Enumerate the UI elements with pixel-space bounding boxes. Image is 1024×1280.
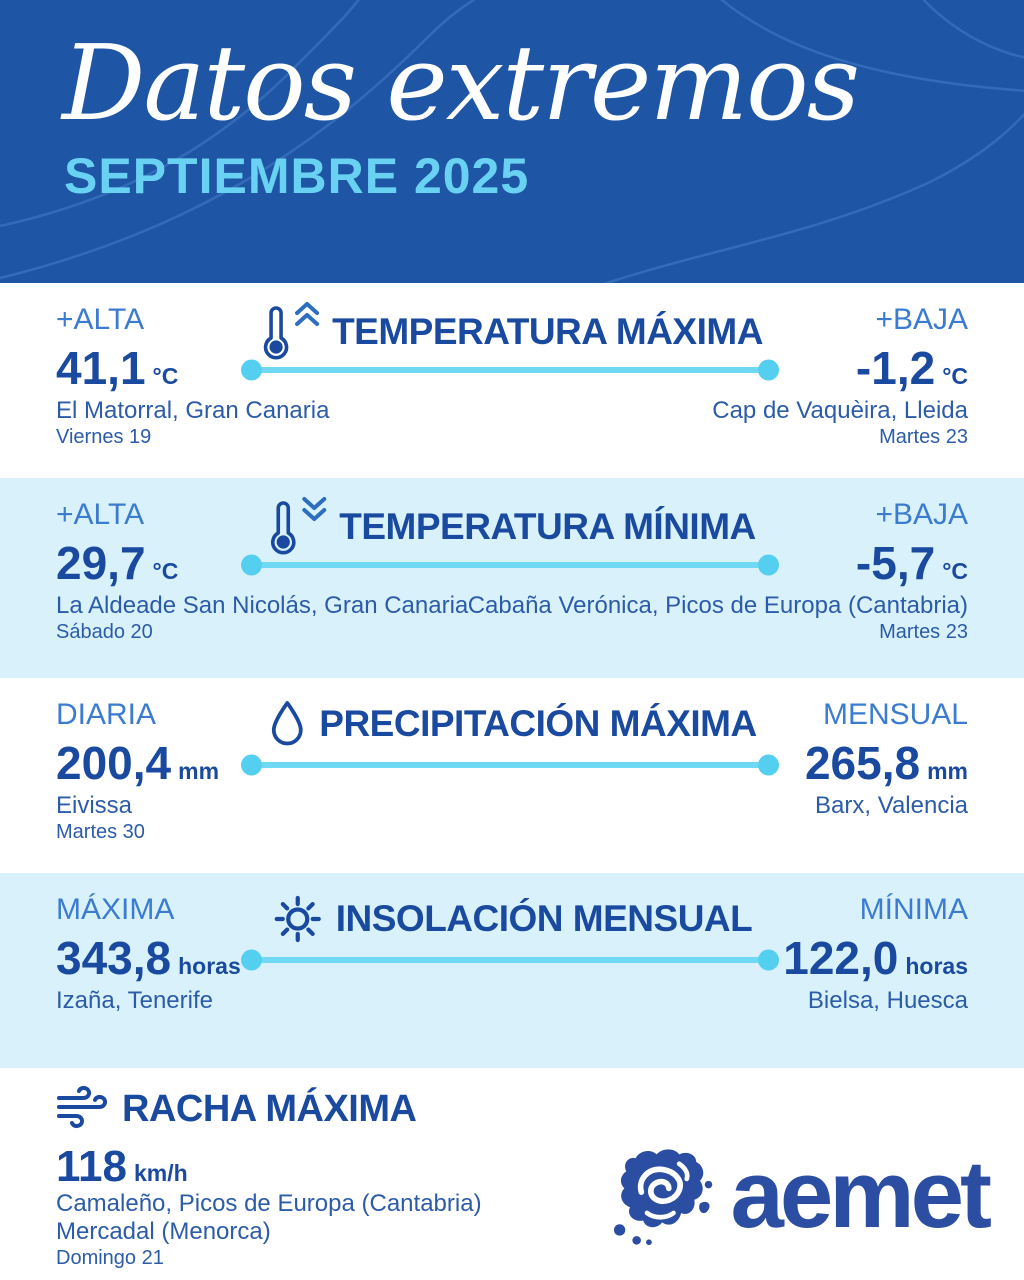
stat-date: Martes 23 xyxy=(879,621,968,643)
stat-location: La Aldeade San Nicolás, Gran Canaria xyxy=(56,592,469,619)
stat-unit: mm xyxy=(927,758,968,784)
stat-location: Mercadal (Menorca) xyxy=(56,1218,271,1245)
section-insolacion-mensual: INSOLACIÓN MENSUAL MÁXIMA 343,8 horas Iza… xyxy=(0,873,1024,1068)
stat-location: Cap de Vaquèira, Lleida xyxy=(712,397,968,424)
stat-value: 118 km/h xyxy=(56,1142,188,1191)
stat-label: MÍNIMA xyxy=(859,893,968,926)
chevron-down-icon xyxy=(302,497,327,521)
header: Datos extremos SEPTIEMBRE 2025 xyxy=(0,0,1024,283)
section-title: TEMPERATURA MÍNIMA xyxy=(339,506,756,547)
stat-unit: °C xyxy=(942,363,968,389)
stat-value: 41,1 °C xyxy=(56,342,179,394)
aemet-logo: aemet xyxy=(613,1140,992,1250)
stat-value: 200,4 mm xyxy=(56,737,220,789)
aemet-wordmark: aemet xyxy=(730,1140,992,1248)
section-title: TEMPERATURA MÁXIMA xyxy=(332,311,763,352)
stat-label: +BAJA xyxy=(875,303,968,336)
stat-unit: °C xyxy=(152,363,179,389)
stat-unit: horas xyxy=(905,953,968,979)
stat-left-place: Izaña, Tenerife xyxy=(56,987,213,1015)
stat-unit: km/h xyxy=(133,1160,188,1186)
stat-left: DIARIA 200,4 mm xyxy=(56,698,219,790)
stat-label: +ALTA xyxy=(56,498,145,531)
stat-date: Martes 30 xyxy=(56,821,145,843)
sun-icon xyxy=(272,893,324,945)
stat-left: +ALTA 29,7 °C xyxy=(56,498,178,590)
stat-date: Martes 23 xyxy=(879,426,968,448)
stat-unit: horas xyxy=(178,953,241,979)
stat-value: 343,8 horas xyxy=(56,932,241,984)
stat-right-place: Cabaña Verónica, Picos de Europa (Cantab… xyxy=(468,592,968,644)
stat-unit: mm xyxy=(178,758,220,784)
stat-right-place: Bielsa, Huesca xyxy=(808,987,968,1015)
stat-left-place: La Aldeade San Nicolás, Gran Canaria Sáb… xyxy=(56,592,468,644)
stat-value: 122,0 horas xyxy=(783,932,968,984)
stat-location: Camaleño, Picos de Europa (Cantabria) xyxy=(56,1190,482,1217)
connector-line xyxy=(250,367,770,373)
row-head: PRECIPITACIÓN MÁXIMA xyxy=(267,698,757,750)
stat-right: MÍNIMA 122,0 horas xyxy=(783,893,968,985)
stat-right: +BAJA -5,7 °C xyxy=(856,498,968,590)
row-head: TEMPERATURA MÁXIMA xyxy=(261,302,763,361)
stat-label: MÁXIMA xyxy=(56,893,175,926)
stat-value: -1,2 °C xyxy=(855,342,968,394)
stat-left: +ALTA 41,1 °C xyxy=(56,303,178,395)
stat-location: El Matorral, Gran Canaria xyxy=(56,397,330,424)
stat-location: Bielsa, Huesca xyxy=(807,987,968,1014)
row-head: TEMPERATURA MÍNIMA xyxy=(268,497,756,556)
section-racha-maxima: RACHA MÁXIMA 118 km/h Camaleño, Picos de … xyxy=(0,1068,1024,1280)
section-precipitacion-maxima: PRECIPITACIÓN MÁXIMA DIARIA 200,4 mm Eivi… xyxy=(0,678,1024,873)
thermometer-up-icon xyxy=(261,302,320,361)
stat-value: 29,7 °C xyxy=(56,537,179,589)
section-title: INSOLACIÓN MENSUAL xyxy=(335,898,753,939)
connector-line xyxy=(250,762,770,768)
stat-location: Izaña, Tenerife xyxy=(56,987,213,1014)
stat-date: Sábado 20 xyxy=(56,621,153,643)
stat-left-place: El Matorral, Gran Canaria Viernes 19 xyxy=(56,397,329,449)
stat-left: MÁXIMA 343,8 horas xyxy=(56,893,241,985)
wave-decoration-icon xyxy=(0,0,1024,283)
connector-line xyxy=(250,562,770,568)
stat-value: 265,8 mm xyxy=(804,737,968,789)
stat-date: Viernes 19 xyxy=(56,426,152,448)
stat-label: MENSUAL xyxy=(822,698,968,731)
stat-value: -5,7 °C xyxy=(855,537,968,589)
stat-label: +ALTA xyxy=(56,303,145,336)
thermometer-down-icon xyxy=(268,497,327,556)
stat-right-place: Cap de Vaquèira, Lleida Martes 23 xyxy=(712,397,968,449)
chevron-up-icon xyxy=(295,302,320,326)
stat-unit: °C xyxy=(152,558,179,584)
stat-left-place: Eivissa Martes 30 xyxy=(56,792,145,844)
droplet-icon xyxy=(267,698,307,750)
stat-right: MENSUAL 265,8 mm xyxy=(805,698,968,790)
row-head: RACHA MÁXIMA xyxy=(56,1084,417,1135)
connector-line xyxy=(250,957,770,963)
header-subtitle: SEPTIEMBRE 2025 xyxy=(64,147,530,204)
section-temperatura-maxima: TEMPERATURA MÁXIMA +ALTA 41,1 °C El Mator… xyxy=(0,283,1024,478)
stat-location: Eivissa xyxy=(56,792,133,819)
stat-location: Barx, Valencia xyxy=(815,792,968,819)
stat-label: DIARIA xyxy=(56,698,157,731)
stat-place: Camaleño, Picos de Europa (Cantabria) Me… xyxy=(56,1190,482,1270)
stat-right-place: Barx, Valencia xyxy=(815,792,968,820)
stat-date: Domingo 21 xyxy=(56,1247,164,1269)
stat-label: +BAJA xyxy=(875,498,968,531)
aemet-map-logo-icon xyxy=(613,1149,712,1246)
stat-unit: °C xyxy=(942,558,968,584)
page-title: Datos extremos xyxy=(62,22,860,144)
wind-icon xyxy=(56,1084,108,1135)
section-temperatura-minima: TEMPERATURA MÍNIMA +ALTA 29,7 °C La Aldea… xyxy=(0,478,1024,678)
stat-location: Cabaña Verónica, Picos de Europa (Cantab… xyxy=(467,592,968,619)
row-head: INSOLACIÓN MENSUAL xyxy=(272,893,753,945)
section-title: PRECIPITACIÓN MÁXIMA xyxy=(319,703,757,744)
stat-right: +BAJA -1,2 °C xyxy=(856,303,968,395)
section-title: RACHA MÁXIMA xyxy=(122,1088,417,1130)
